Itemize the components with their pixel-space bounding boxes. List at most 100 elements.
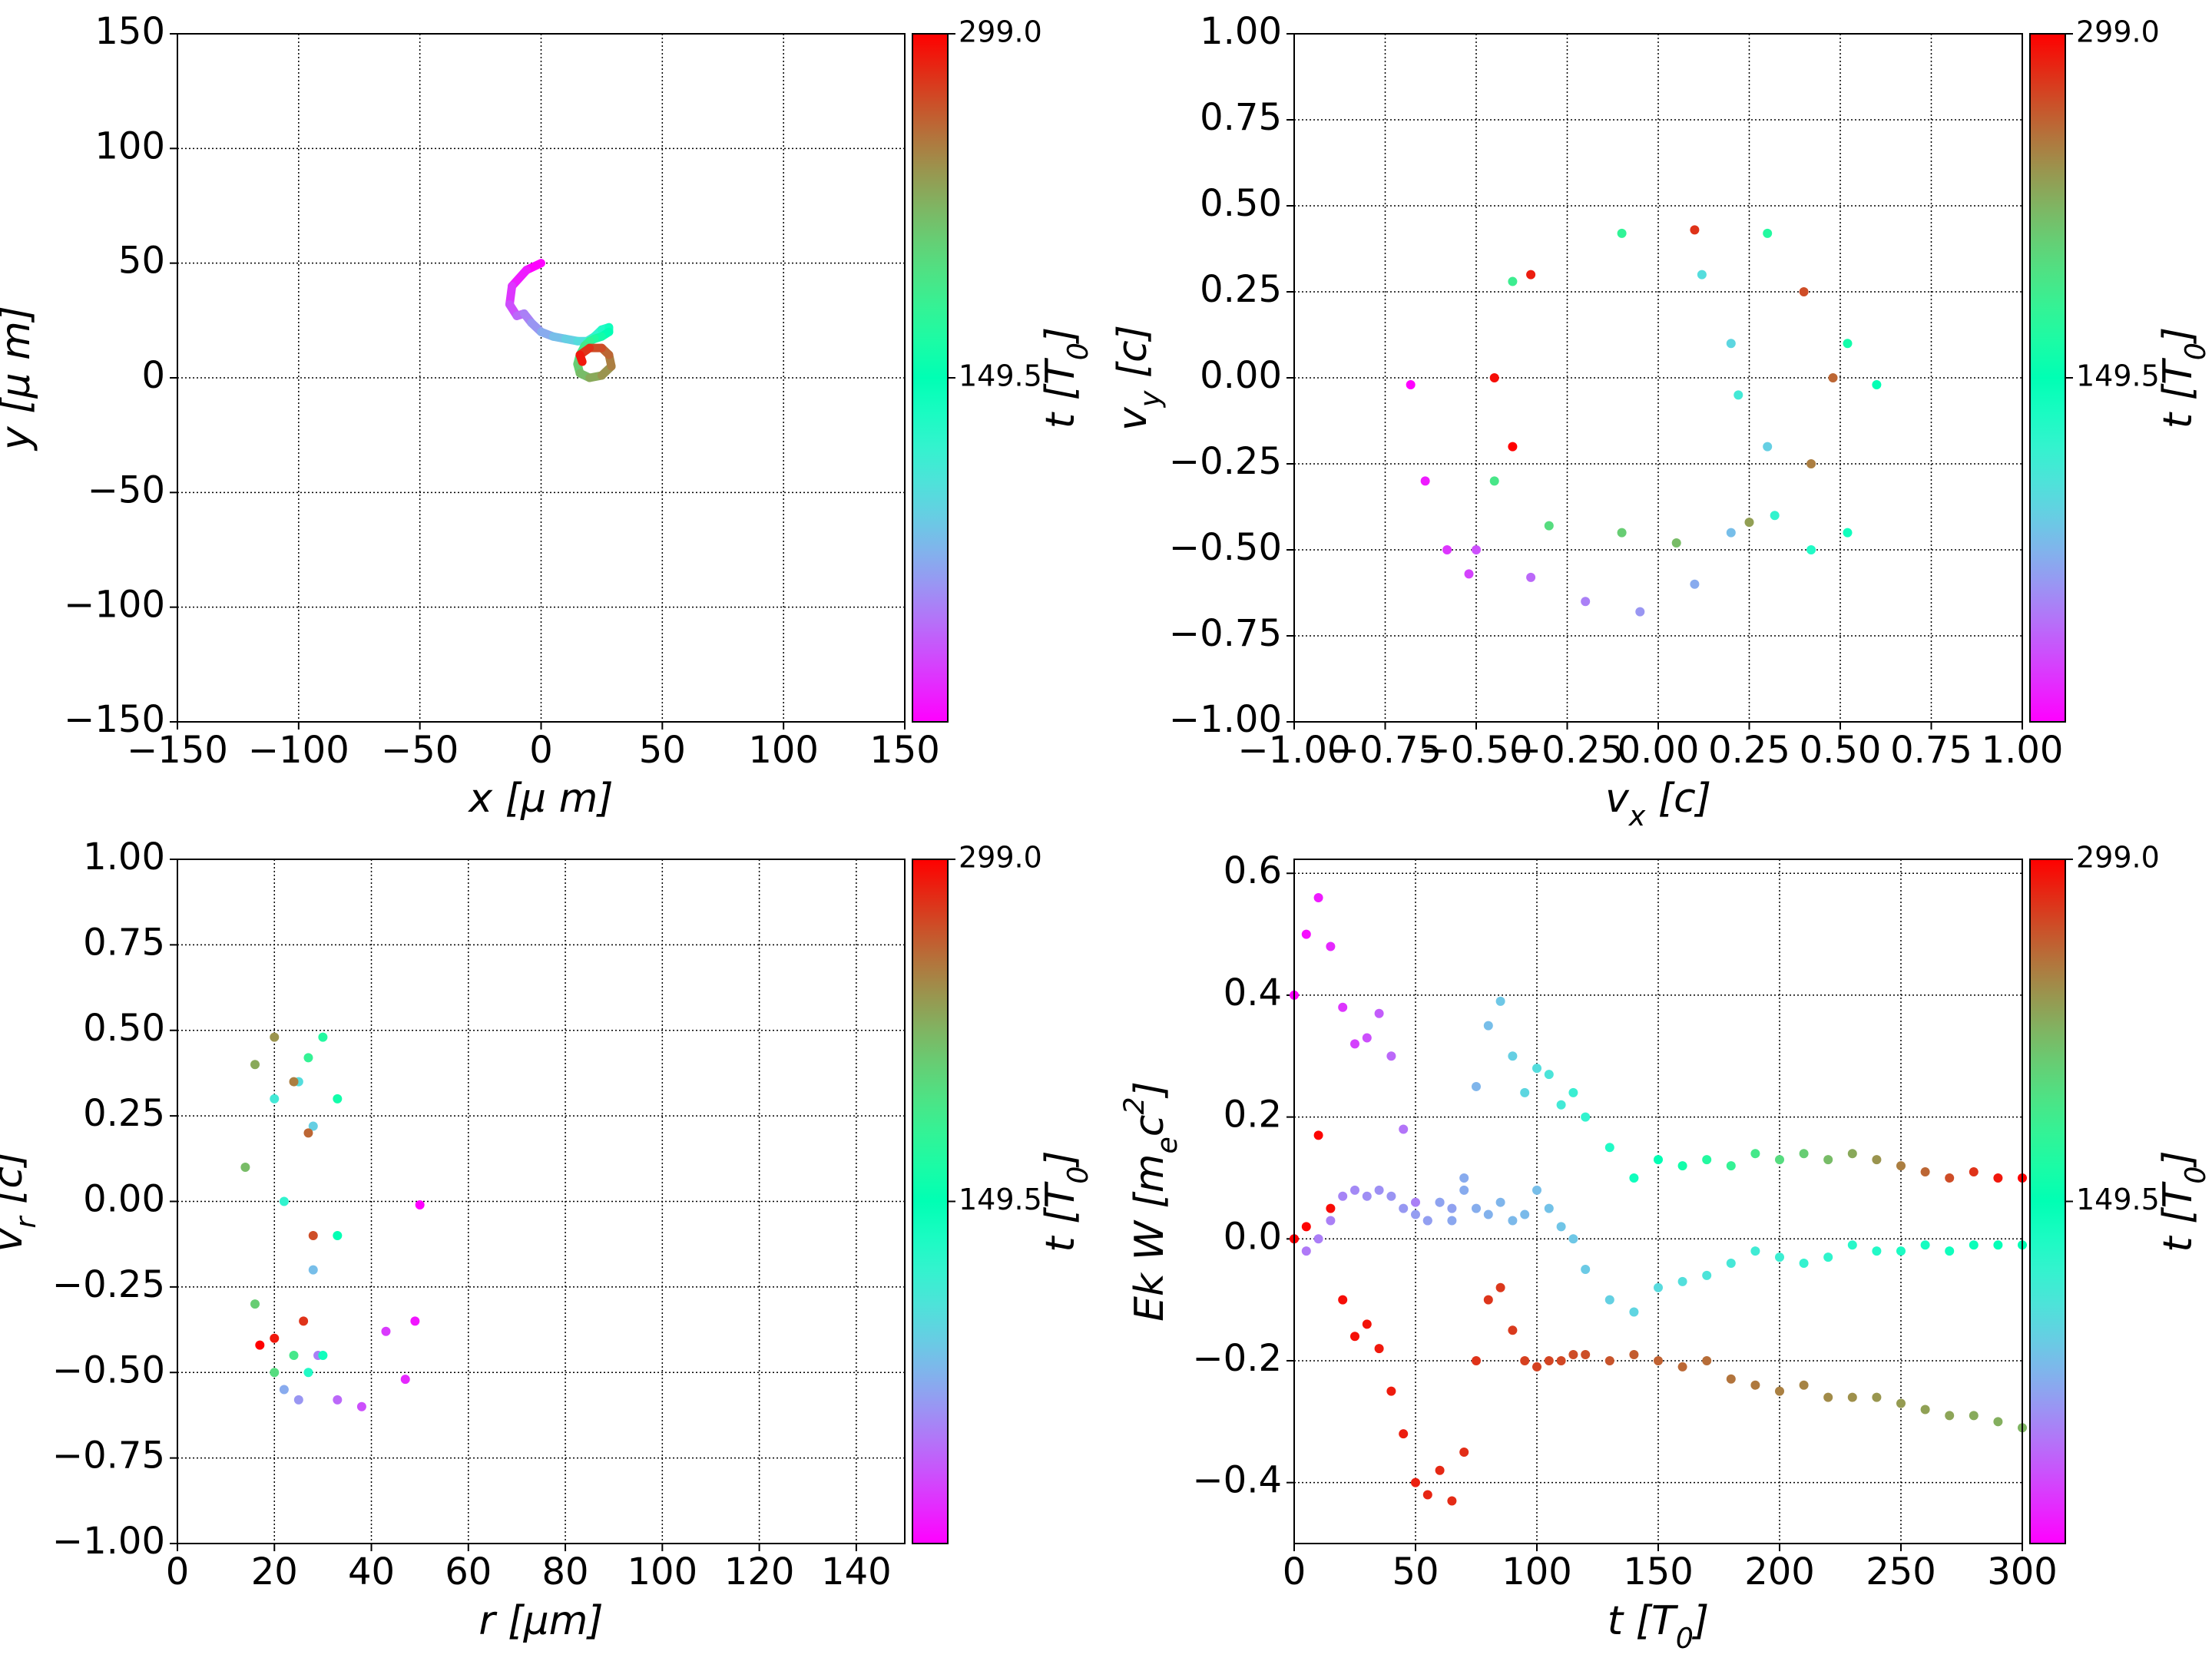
point (1526, 572, 1536, 582)
label-part: y (1134, 390, 1167, 408)
point (1823, 1392, 1833, 1402)
colorbar-tick-label: 149.5 (2076, 359, 2160, 393)
point (1362, 1319, 1372, 1329)
label-part: 0 (2179, 1166, 2212, 1184)
point (1617, 228, 1627, 238)
point (1617, 528, 1627, 538)
point (1532, 1064, 1541, 1074)
point (1775, 1155, 1784, 1165)
point (1435, 1465, 1445, 1475)
point (255, 1340, 265, 1350)
point (270, 1333, 280, 1343)
x-tick-label: −100 (248, 729, 349, 772)
axes-frame (1293, 33, 2023, 723)
label-part: [c] (1110, 325, 1156, 391)
x-tick-label: 40 (348, 1550, 395, 1593)
x-tick-label: 50 (1392, 1550, 1439, 1593)
y-axis-label: vr [c] (0, 1151, 42, 1252)
point (1544, 1203, 1554, 1213)
x-tick-label: 250 (1866, 1550, 1936, 1593)
point (240, 1162, 250, 1172)
point (1823, 1252, 1833, 1262)
point (1447, 1496, 1457, 1506)
point (1920, 1240, 1930, 1250)
x-tick-label: 100 (748, 729, 819, 772)
x-tick-label: 0.00 (1618, 729, 1700, 772)
y-tick-label: 1.00 (83, 836, 165, 879)
point (1350, 1332, 1359, 1342)
point (1896, 1161, 1906, 1171)
label-part: ] (2155, 1150, 2201, 1167)
y-tick-label: 0.25 (1200, 268, 1282, 311)
point (333, 1395, 343, 1405)
label-part: ] (2155, 327, 2201, 344)
point (1806, 459, 1816, 468)
y-tick-label: 150 (94, 10, 165, 53)
point (1301, 929, 1311, 939)
point (308, 1121, 318, 1131)
x-tick-label: −50 (381, 729, 459, 772)
point (1581, 597, 1591, 607)
point (308, 1265, 318, 1275)
point (1374, 1185, 1384, 1195)
point (1442, 545, 1452, 554)
colorbar-label: t [T0] (2155, 327, 2212, 429)
point (1374, 1008, 1384, 1018)
point (1843, 339, 1853, 349)
point (1532, 1185, 1541, 1195)
point (1386, 1191, 1396, 1201)
point (1520, 1355, 1530, 1365)
y-tick-label: 0.50 (83, 1007, 165, 1050)
y-tick-label: −100 (64, 584, 165, 627)
point (1799, 287, 1809, 296)
colorbar (2029, 33, 2066, 723)
x-tick-label: 150 (1623, 1550, 1694, 1593)
point (1313, 892, 1323, 902)
point (1604, 1355, 1614, 1365)
point (1483, 1021, 1493, 1031)
point (1823, 1155, 1833, 1165)
point (1677, 1276, 1687, 1286)
point (1508, 276, 1518, 286)
point (1702, 1355, 1712, 1365)
point (1726, 528, 1736, 538)
x-tick-label: 1.00 (1982, 729, 2064, 772)
point (1326, 1203, 1336, 1213)
point (1750, 1380, 1760, 1390)
label-part: v (1110, 406, 1156, 431)
point (1671, 538, 1681, 548)
point (1301, 1246, 1311, 1256)
y-tick-label: 0.0 (1224, 1215, 1282, 1258)
point (1556, 1355, 1566, 1365)
y-tick-label: −1.00 (1169, 698, 1282, 741)
point (279, 1196, 289, 1206)
point (1313, 1234, 1323, 1244)
point (1483, 1209, 1493, 1219)
point (415, 1199, 425, 1209)
label-part: ] (1038, 327, 1084, 344)
label-part: t [T (2155, 357, 2201, 429)
point (1654, 1282, 1663, 1292)
point (1993, 1417, 2003, 1427)
point (1556, 1222, 1566, 1232)
y-tick-label: 0.6 (1224, 849, 1282, 892)
colorbar-tick-label: 299.0 (959, 841, 1042, 875)
point (1459, 1447, 1469, 1457)
label-part: 2 (1118, 1097, 1151, 1114)
x-tick-label: 50 (639, 729, 686, 772)
y-tick-label: −0.50 (52, 1348, 165, 1391)
y-tick-label: 0.4 (1224, 971, 1282, 1014)
point (1399, 1429, 1409, 1439)
label-part: e (1151, 1137, 1184, 1153)
point (1350, 1039, 1359, 1049)
point (1386, 1051, 1396, 1061)
point (1744, 518, 1754, 528)
colorbar-label: t [T0] (1038, 327, 1094, 429)
point (1313, 1130, 1323, 1140)
point (1763, 442, 1773, 452)
point (1697, 270, 1707, 280)
x-tick-label: 20 (251, 1550, 298, 1593)
colorbar-tick-label: 299.0 (959, 15, 1042, 49)
point (1993, 1240, 2003, 1250)
